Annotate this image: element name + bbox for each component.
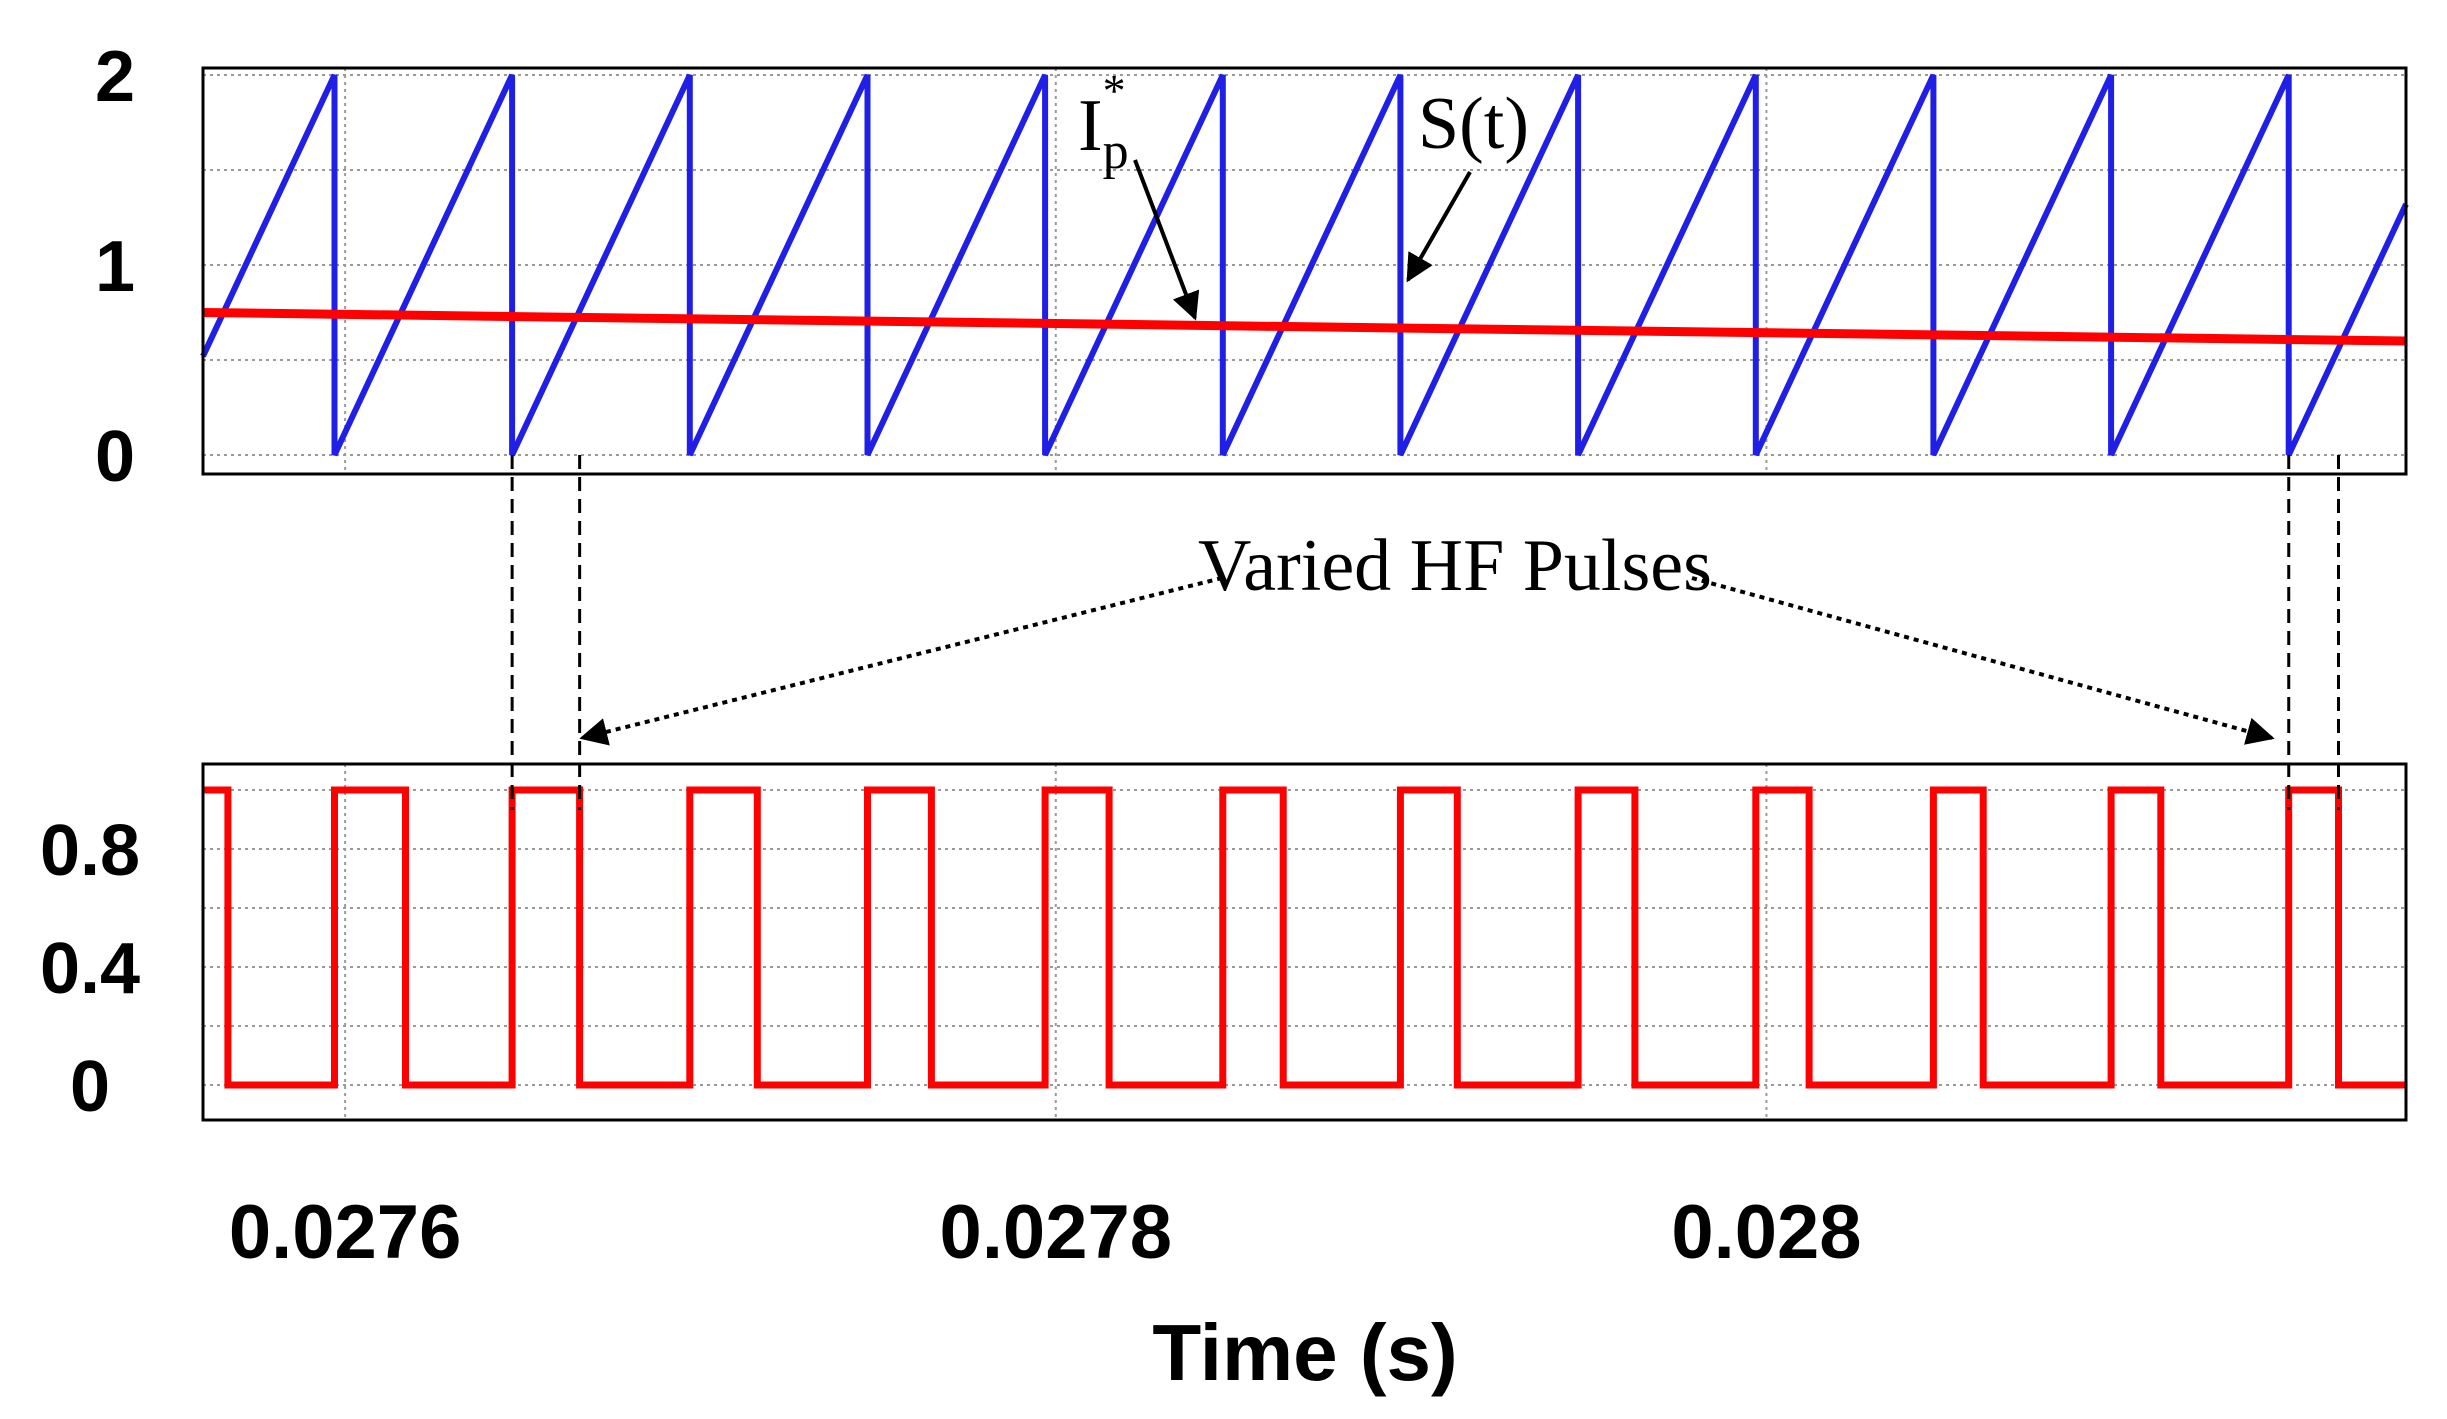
bottom-y-tick-label: 0.4 [40, 929, 140, 1009]
top-plot-y-ticks: 0 1 2 [95, 37, 135, 497]
s-label: S(t) [1418, 83, 1529, 165]
top-y-tick-label: 2 [95, 37, 135, 117]
ip-label-sub: p [1103, 123, 1129, 180]
pulse-series-line [203, 786, 2406, 1089]
pulses-arrow-left [579, 576, 1223, 746]
bottom-plot: 0 0.4 0.8 0.0276 0.0278 0.028 [40, 762, 2408, 1275]
crossing-guide-lines [510, 455, 2340, 810]
x-tick-label: 0.0278 [940, 1190, 1172, 1275]
x-tick-label: 0.0276 [229, 1190, 461, 1275]
ip-reference-series-line [202, 308, 2407, 346]
x-axis-title: Time (s) [1152, 1308, 1457, 1397]
top-y-tick-label: 1 [95, 227, 135, 307]
top-y-tick-label: 0 [95, 417, 135, 497]
top-plot-series [200, 73, 2409, 457]
top-plot-grid [203, 68, 2406, 474]
bottom-y-tick-label: 0 [70, 1047, 110, 1127]
x-tick-label: 0.028 [1671, 1190, 1861, 1275]
annotations: Ip * S(t) Varied HF Pulses [510, 65, 2340, 810]
ip-label: Ip * [1078, 65, 1129, 180]
top-plot-frame [201, 66, 2408, 476]
ip-label-sup: * [1103, 65, 1126, 116]
varied-hf-pulses-label: Varied HF Pulses [1198, 525, 1712, 607]
s-arrow [1406, 171, 1472, 283]
ip-arrow [1133, 159, 1200, 321]
bottom-plot-series [203, 786, 2406, 1089]
bottom-plot-frame [201, 762, 2408, 1122]
bottom-plot-x-ticks: 0.0276 0.0278 0.028 [229, 1190, 1862, 1275]
bottom-y-tick-label: 0.8 [40, 811, 140, 891]
ip-label-main: I [1078, 85, 1103, 167]
bottom-plot-grid [203, 764, 2406, 1120]
bottom-plot-y-ticks: 0 0.4 0.8 [40, 811, 140, 1127]
top-plot: 0 1 2 [95, 37, 2409, 497]
sawtooth-series-line [200, 73, 2409, 457]
pulses-arrow-right [1691, 576, 2275, 745]
